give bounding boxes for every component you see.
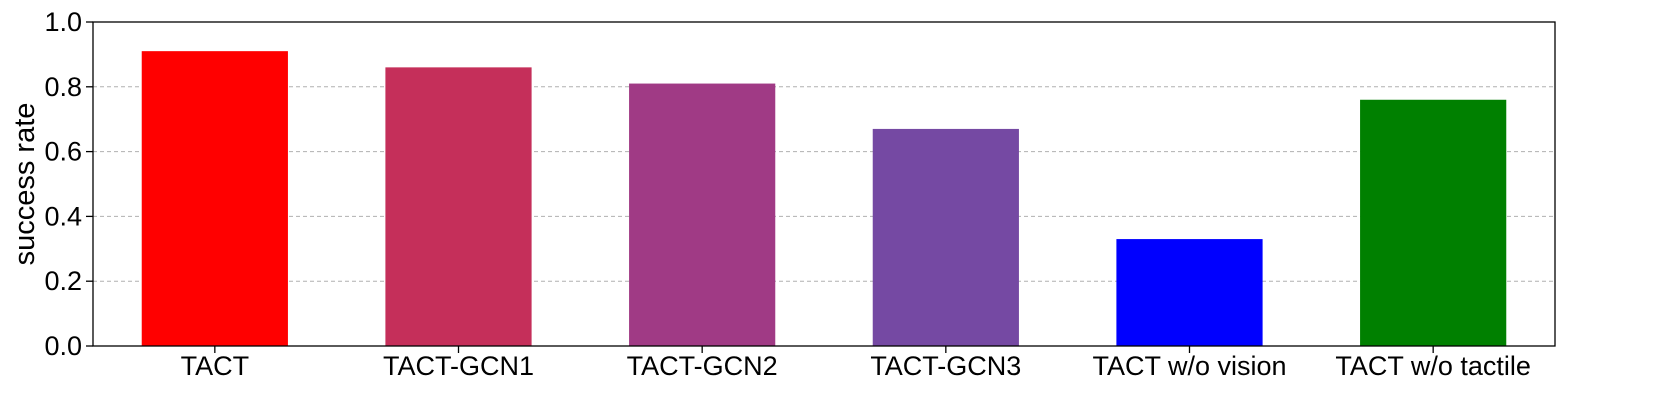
y-tick-label: 0.2 <box>44 266 82 296</box>
x-tick-label: TACT-GCN1 <box>383 351 534 381</box>
x-tick-label: TACT-GCN2 <box>627 351 778 381</box>
x-tick-label: TACT w/o tactile <box>1335 351 1531 381</box>
bar-tact-gcn1 <box>385 67 532 347</box>
y-tick-label: 0.6 <box>44 137 82 167</box>
bars <box>141 51 1507 347</box>
y-tick-label: 1.0 <box>44 7 82 37</box>
y-axis-title: success rate <box>9 103 41 266</box>
bar-tact <box>141 51 288 346</box>
plot-frame <box>92 21 1556 347</box>
bar-tact-gcn3 <box>872 128 1019 346</box>
bar-tact-w-o-tactile <box>1360 99 1507 346</box>
x-tick-label: TACT w/o vision <box>1092 351 1286 381</box>
x-tick-label: TACT-GCN3 <box>870 351 1021 381</box>
bar-tact-w-o-vision <box>1116 239 1263 346</box>
y-tick-label: 0.4 <box>44 201 82 231</box>
x-axis: TACT TACT-GCN1 TACT-GCN2 TACT-GCN3 TACT w/o … <box>181 346 1531 381</box>
y-tick-label: 0.8 <box>44 72 82 102</box>
gridlines <box>93 86 1555 282</box>
x-tick-label: TACT <box>181 351 250 381</box>
y-axis: 0.0 0.2 0.4 0.6 0.8 1.0 <box>44 7 93 361</box>
y-tick-label: 0.0 <box>44 331 82 361</box>
bar-tact-gcn2 <box>629 83 776 346</box>
